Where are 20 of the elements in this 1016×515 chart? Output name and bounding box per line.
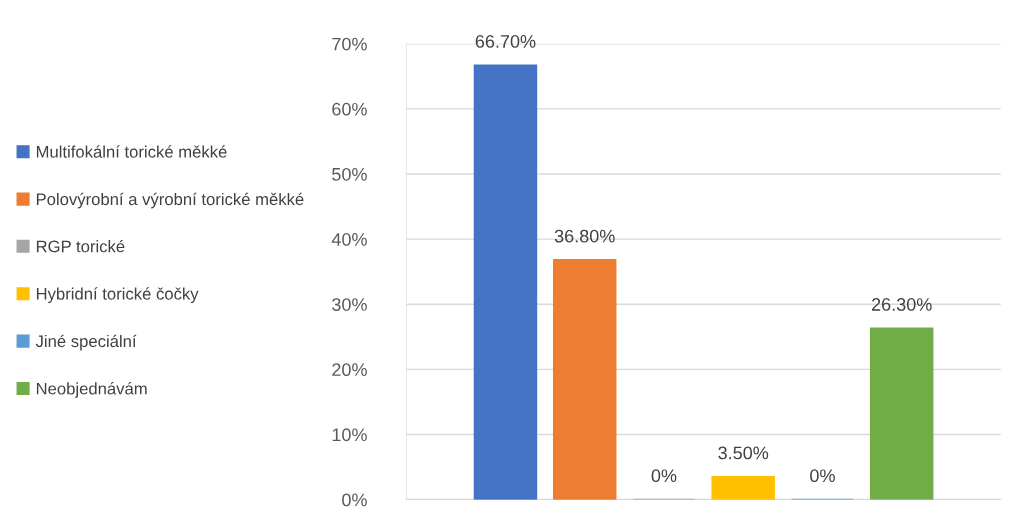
data-label: 0%	[810, 469, 835, 483]
data-label: 66.70%	[475, 35, 536, 48]
legend-label: Neobjednávám	[36, 382, 147, 398]
data-label: 36.80%	[554, 229, 615, 243]
y-tick-label: 20%	[332, 363, 367, 377]
data-label: 3.50%	[718, 446, 769, 460]
y-tick-label: 50%	[332, 167, 367, 181]
legend-label: Multifokální torické měkké	[36, 145, 227, 158]
data-label: 26.30%	[871, 298, 932, 311]
data-label: 0%	[651, 469, 677, 483]
legend-label: Jiné speciální	[35, 334, 137, 351]
y-tick-label: 10%	[332, 428, 367, 442]
y-tick-label: 0%	[342, 493, 367, 507]
legend-label: RGP torické	[36, 239, 125, 253]
legend-label: Hybridní torické čočky	[36, 287, 199, 304]
y-tick-label: 70%	[332, 37, 367, 51]
y-tick-label: 40%	[331, 233, 367, 246]
y-tick-label: 60%	[332, 102, 367, 116]
legend-label: Polovýrobní a výrobní torické měkké	[36, 192, 304, 209]
y-tick-label: 30%	[332, 298, 367, 311]
